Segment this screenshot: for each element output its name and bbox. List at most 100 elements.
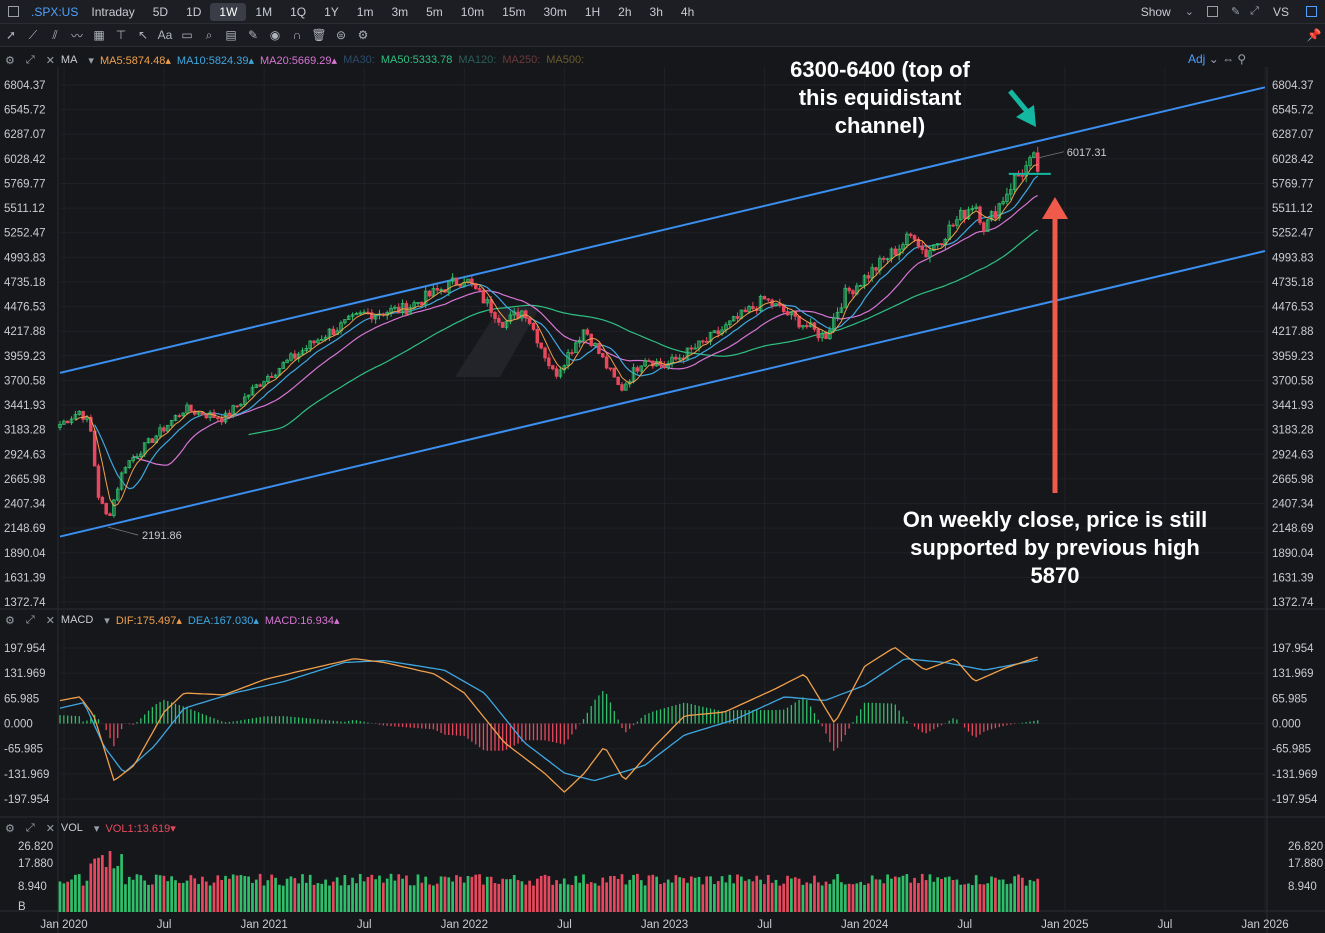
channel-tool-icon[interactable]: ⫽	[52, 27, 58, 42]
show-menu[interactable]: Show	[1140, 4, 1171, 19]
price-tick-label-left: 5252.47	[4, 228, 46, 240]
close-icon[interactable]: ✕	[45, 614, 55, 627]
price-chart[interactable]: 6804.37 6804.37 6545.72 6545.72 6287.07 6287.…	[0, 47, 1325, 933]
adj-label[interactable]: Adj	[1188, 52, 1206, 66]
tab-4h[interactable]: 4h	[680, 4, 695, 19]
fullscreen-icon[interactable]: ⤢	[1250, 5, 1259, 17]
delete-icon[interactable]: 🗑	[311, 28, 327, 42]
price-tick-label-left: 3959.23	[4, 351, 46, 363]
macd-indicator-name[interactable]: MACD	[60, 614, 94, 626]
magnet-icon[interactable]: ∩	[292, 28, 302, 42]
candle-body	[350, 314, 355, 317]
time-tick-label: Jul	[157, 919, 172, 931]
volume-bar	[208, 885, 212, 912]
candle-body	[712, 330, 717, 333]
line-tool-icon[interactable]: ⟋	[28, 27, 38, 42]
candle-body	[139, 453, 143, 457]
tab-intraday[interactable]: Intraday	[91, 4, 135, 19]
fib-tool-icon[interactable]: ▦	[93, 28, 105, 42]
tab-15m[interactable]: 15m	[502, 4, 526, 19]
chevron-down-icon[interactable]: ▾	[93, 822, 100, 835]
ticker-symbol[interactable]: .SPX:US	[31, 4, 79, 19]
volume-bar	[778, 885, 782, 912]
candle-body	[962, 209, 967, 219]
volume-bar	[782, 883, 786, 912]
vol-indicator-name[interactable]: VOL	[60, 822, 83, 834]
tab-1h[interactable]: 1H	[584, 4, 601, 19]
expand-icon[interactable]: ⤢	[25, 613, 35, 626]
checkbox-icon[interactable]	[1206, 6, 1218, 17]
measure-tool-icon[interactable]: ⊤	[115, 28, 127, 42]
chevron-down-icon[interactable]: ⌄	[1184, 6, 1194, 18]
compare-button[interactable]: VS	[1272, 4, 1289, 19]
volume-bar	[682, 878, 685, 912]
stats-icon[interactable]: ▤	[225, 28, 237, 42]
tab-1d[interactable]: 1D	[186, 4, 202, 19]
gear-icon[interactable]: ⚙	[357, 28, 369, 42]
candle-body	[246, 394, 251, 398]
volume-bar	[305, 882, 308, 912]
text-tool-icon[interactable]: Aa	[157, 28, 173, 42]
gear-icon[interactable]: ⚙	[5, 614, 15, 627]
volume-bar	[705, 876, 709, 912]
watermark-logo-shape	[455, 307, 540, 377]
candle-body	[196, 411, 201, 415]
search-icon[interactable]: ⌕	[205, 27, 213, 42]
vol-values: VOL1:13.619▾	[105, 822, 181, 835]
tab-1w[interactable]: 1W	[210, 2, 247, 21]
tab-2h[interactable]: 2h	[618, 4, 632, 19]
tab-5d[interactable]: 5D	[152, 4, 169, 19]
tab-5m[interactable]: 5m	[426, 4, 443, 19]
link-icon[interactable]: ⊜	[335, 28, 347, 42]
pencil-icon[interactable]: ✎	[1230, 6, 1241, 18]
tab-1m[interactable]: 1M	[255, 4, 273, 19]
tab-1q[interactable]: 1Q	[290, 4, 307, 19]
volume-bar	[247, 876, 250, 912]
candle-body	[516, 311, 520, 319]
pen-icon[interactable]: ✎	[247, 28, 259, 42]
tab-3m[interactable]: 3m	[391, 4, 409, 19]
eye-icon[interactable]: ◉	[269, 28, 281, 42]
gear-icon[interactable]: ⚙	[5, 822, 15, 835]
cursor-icon[interactable]: ➚	[5, 28, 17, 42]
volume-bar	[516, 880, 520, 912]
ma-legend-item: MA120:	[458, 53, 497, 66]
ma-indicator-name[interactable]: MA	[60, 54, 78, 66]
tab-1y[interactable]: 1Y	[324, 4, 339, 19]
volume-bar	[147, 884, 150, 912]
candle-body	[666, 363, 670, 368]
layout-icon[interactable]	[8, 6, 19, 17]
adj-toggle[interactable]: Adj ⌄ ⇔ ⚲	[1188, 52, 1247, 66]
volume-bar	[597, 885, 601, 912]
arrow-tool-icon[interactable]: ↖	[137, 28, 149, 42]
volume-bar	[266, 880, 270, 912]
volume-bar	[924, 880, 928, 912]
volume-bar	[686, 882, 689, 912]
expand-icon[interactable]: ⤢	[25, 821, 35, 834]
candle-body	[797, 315, 801, 328]
tab-10m[interactable]: 10m	[460, 4, 485, 19]
pin-icon[interactable]: 📌	[1306, 28, 1322, 42]
chevron-down-icon[interactable]: ▾	[104, 614, 110, 627]
expand-icon[interactable]: ⤢	[25, 53, 35, 66]
volume-bar	[693, 877, 697, 912]
tab-30m[interactable]: 30m	[543, 4, 567, 19]
close-icon[interactable]: ✕	[45, 54, 55, 67]
volume-bar	[458, 876, 462, 912]
tab-3h[interactable]: 3h	[649, 4, 663, 19]
candle-body	[735, 316, 740, 319]
comment-icon[interactable]: ▭	[181, 28, 193, 42]
close-icon[interactable]: ✕	[45, 822, 55, 835]
wave-tool-icon[interactable]: 〰	[70, 28, 83, 43]
gear-icon[interactable]: ⚙	[5, 54, 15, 67]
tab-1m[interactable]: 1m	[356, 4, 374, 19]
volume-bar	[220, 879, 224, 912]
panel-toggle-icon[interactable]	[1306, 6, 1317, 17]
macd-tick-label-right: -65.985	[1272, 744, 1311, 756]
candle-body	[704, 340, 709, 343]
macd-tick-label-left: 197.954	[4, 643, 46, 655]
volume-bar	[944, 877, 947, 912]
chevron-down-icon[interactable]: ▾	[88, 54, 94, 67]
candle-body	[862, 275, 867, 286]
candle-body	[701, 340, 705, 343]
